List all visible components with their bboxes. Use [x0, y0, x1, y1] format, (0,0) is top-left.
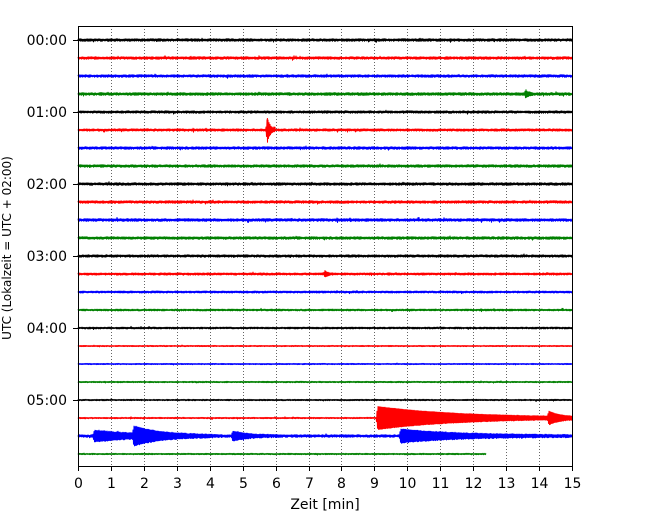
grid-lines	[111, 26, 540, 466]
x-tick-label-5: 5	[239, 476, 248, 492]
trace-01:15	[77, 118, 573, 143]
trace-04:15	[77, 344, 573, 348]
plot-frame	[78, 26, 573, 467]
trace-01:30	[77, 145, 573, 151]
x-tick-label-4: 4	[206, 476, 215, 492]
y-tick-label-05:00: 05:00	[27, 393, 67, 409]
x-tick-label-2: 2	[140, 476, 149, 492]
trace-02:45	[77, 235, 573, 241]
x-tick-label-1: 1	[107, 476, 116, 492]
y-tick-label-01:00: 01:00	[27, 105, 67, 121]
y-axis-ticks: 00:00 01:00 02:00 03:00 04:00 05:00	[27, 33, 78, 409]
x-tick-label-9: 9	[370, 476, 379, 492]
trace-05:15	[77, 406, 573, 430]
trace-03:00	[77, 253, 573, 258]
trace-03:15	[77, 270, 573, 278]
y-tick-label-00:00: 00:00	[27, 33, 67, 49]
y-axis-label: UTC (Lokalzeit = UTC + 02:00)	[0, 156, 14, 340]
trace-00:45	[77, 89, 573, 99]
trace-04:45	[77, 380, 573, 384]
x-axis-label: Zeit [min]	[290, 497, 359, 513]
x-tick-label-10: 10	[399, 476, 417, 492]
y-tick-label-04:00: 04:00	[27, 321, 67, 337]
trace-01:00	[77, 109, 573, 115]
trace-02:30	[77, 217, 573, 223]
seismogram-traces	[77, 37, 573, 456]
x-tick-label-13: 13	[498, 476, 516, 492]
x-tick-label-7: 7	[305, 476, 314, 492]
x-tick-label-12: 12	[465, 476, 483, 492]
y-tick-label-02:00: 02:00	[27, 177, 67, 193]
x-axis-ticks: 0 1 2 3 4 5 6 7 8 9 10 11 12 13 14 15	[74, 466, 581, 492]
x-tick-label-0: 0	[74, 476, 83, 492]
trace-04:30	[77, 362, 573, 366]
x-tick-label-6: 6	[272, 476, 281, 492]
trace-05:30	[77, 425, 573, 447]
trace-00:00	[77, 37, 573, 43]
x-tick-label-11: 11	[432, 476, 450, 492]
x-tick-label-3: 3	[173, 476, 182, 492]
trace-03:30	[77, 290, 573, 295]
trace-00:15	[77, 55, 573, 61]
trace-02:15	[77, 199, 573, 205]
trace-01:45	[77, 163, 573, 169]
trace-04:00	[77, 325, 573, 330]
trace-05:00	[77, 398, 573, 402]
x-tick-label-15: 15	[564, 476, 582, 492]
trace-05:45	[77, 452, 487, 456]
trace-00:30	[77, 73, 573, 79]
trace-02:00	[77, 181, 573, 187]
y-tick-label-03:00: 03:00	[27, 249, 67, 265]
x-tick-label-14: 14	[531, 476, 549, 492]
trace-03:45	[77, 307, 573, 313]
x-tick-label-8: 8	[337, 476, 346, 492]
